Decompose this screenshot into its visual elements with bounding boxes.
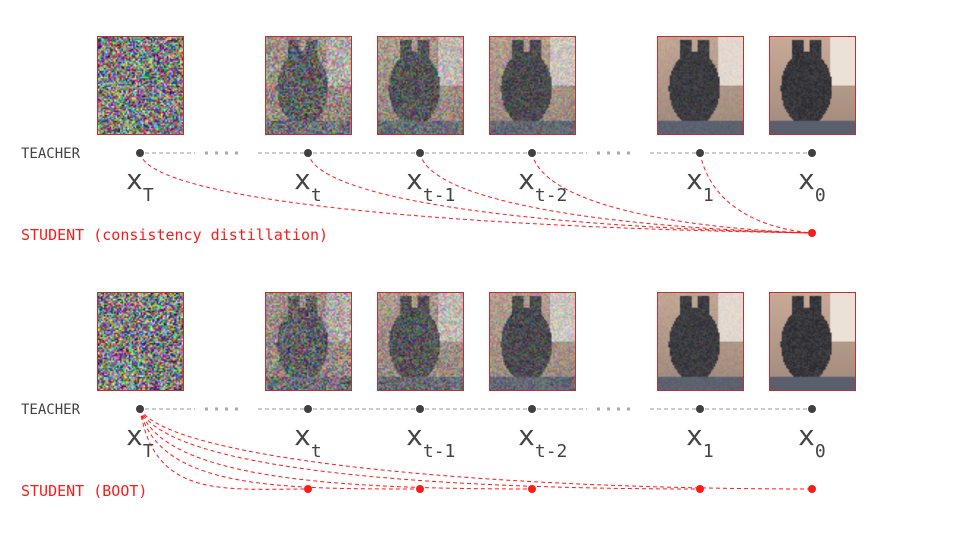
teacher-point bbox=[528, 405, 536, 413]
step-label-base: x bbox=[518, 419, 535, 452]
teacher-point bbox=[808, 405, 816, 413]
step-label-sub: T bbox=[142, 441, 154, 462]
teacher-point bbox=[304, 149, 312, 157]
step-image-canvas bbox=[266, 37, 351, 134]
step-label-sub: t-1 bbox=[422, 185, 456, 206]
step-label-1: xt bbox=[294, 163, 322, 206]
step-image-4 bbox=[657, 292, 744, 391]
student-link bbox=[139, 408, 421, 490]
teacher-point bbox=[304, 405, 312, 413]
step-label-base: x bbox=[798, 163, 815, 196]
student-link bbox=[699, 152, 813, 234]
step-image-3 bbox=[489, 292, 576, 391]
teacher-point bbox=[416, 405, 424, 413]
student-link bbox=[307, 152, 813, 234]
student-link bbox=[531, 152, 813, 234]
step-image-canvas bbox=[770, 37, 855, 134]
student-link bbox=[139, 408, 813, 490]
step-label-5: x0 bbox=[798, 419, 826, 462]
step-label-3: xt-2 bbox=[518, 163, 567, 206]
step-label-sub: 0 bbox=[814, 441, 826, 462]
step-image-canvas bbox=[266, 293, 351, 390]
teacher-point bbox=[528, 149, 536, 157]
step-label-base: x bbox=[686, 419, 703, 452]
step-label-base: x bbox=[126, 419, 143, 452]
teacher-point bbox=[136, 405, 144, 413]
step-image-1 bbox=[265, 292, 352, 391]
step-label-sub: T bbox=[142, 185, 154, 206]
student-point bbox=[696, 485, 704, 493]
student-link bbox=[419, 152, 813, 234]
student-point bbox=[528, 485, 536, 493]
step-image-canvas bbox=[378, 37, 463, 134]
step-image-canvas bbox=[658, 293, 743, 390]
student-point bbox=[416, 485, 424, 493]
step-label-sub: t-1 bbox=[422, 441, 456, 462]
student-link bbox=[139, 408, 309, 490]
step-label-base: x bbox=[294, 163, 311, 196]
step-label-1: xt bbox=[294, 419, 322, 462]
step-label-base: x bbox=[518, 163, 535, 196]
teacher-point bbox=[696, 405, 704, 413]
teacher-label-bottom: TEACHER bbox=[21, 402, 81, 418]
step-image-canvas bbox=[490, 37, 575, 134]
step-label-base: x bbox=[406, 163, 423, 196]
step-label-base: x bbox=[798, 419, 815, 452]
teacher-point bbox=[416, 149, 424, 157]
step-image-canvas bbox=[98, 37, 183, 134]
step-label-3: xt-2 bbox=[518, 419, 567, 462]
step-label-sub: t bbox=[310, 185, 322, 206]
step-image-canvas bbox=[658, 37, 743, 134]
step-label-base: x bbox=[686, 163, 703, 196]
step-label-0: xT bbox=[126, 419, 154, 462]
step-label-2: xt-1 bbox=[406, 419, 455, 462]
step-label-4: x1 bbox=[686, 163, 714, 206]
step-label-sub: t bbox=[310, 441, 322, 462]
step-image-5 bbox=[769, 36, 856, 135]
step-image-2 bbox=[377, 292, 464, 391]
step-label-sub: 1 bbox=[702, 185, 714, 206]
step-image-0 bbox=[97, 36, 184, 135]
step-image-canvas bbox=[378, 293, 463, 390]
step-label-sub: 0 bbox=[814, 185, 826, 206]
step-label-base: x bbox=[406, 419, 423, 452]
teacher-point bbox=[696, 149, 704, 157]
teacher-point bbox=[808, 149, 816, 157]
student-point bbox=[304, 485, 312, 493]
student-link bbox=[139, 408, 533, 490]
student-label-bottom: STUDENT (BOOT) bbox=[21, 482, 148, 500]
step-image-0 bbox=[97, 292, 184, 391]
student-label-top: STUDENT (consistency distillation) bbox=[21, 226, 329, 244]
step-image-canvas bbox=[770, 293, 855, 390]
step-label-sub: 1 bbox=[702, 441, 714, 462]
step-label-0: xT bbox=[126, 163, 154, 206]
step-image-3 bbox=[489, 36, 576, 135]
student-link bbox=[139, 152, 813, 234]
teacher-label-top: TEACHER bbox=[21, 146, 81, 162]
step-image-1 bbox=[265, 36, 352, 135]
student-point bbox=[808, 485, 816, 493]
step-label-base: x bbox=[294, 419, 311, 452]
step-image-2 bbox=[377, 36, 464, 135]
step-image-5 bbox=[769, 292, 856, 391]
step-label-4: x1 bbox=[686, 419, 714, 462]
step-image-canvas bbox=[98, 293, 183, 390]
step-label-2: xt-1 bbox=[406, 163, 455, 206]
teacher-point bbox=[136, 149, 144, 157]
step-label-sub: t-2 bbox=[534, 185, 568, 206]
step-label-base: x bbox=[126, 163, 143, 196]
step-label-sub: t-2 bbox=[534, 441, 568, 462]
step-image-4 bbox=[657, 36, 744, 135]
student-point bbox=[808, 229, 816, 237]
step-image-canvas bbox=[490, 293, 575, 390]
step-label-5: x0 bbox=[798, 163, 826, 206]
